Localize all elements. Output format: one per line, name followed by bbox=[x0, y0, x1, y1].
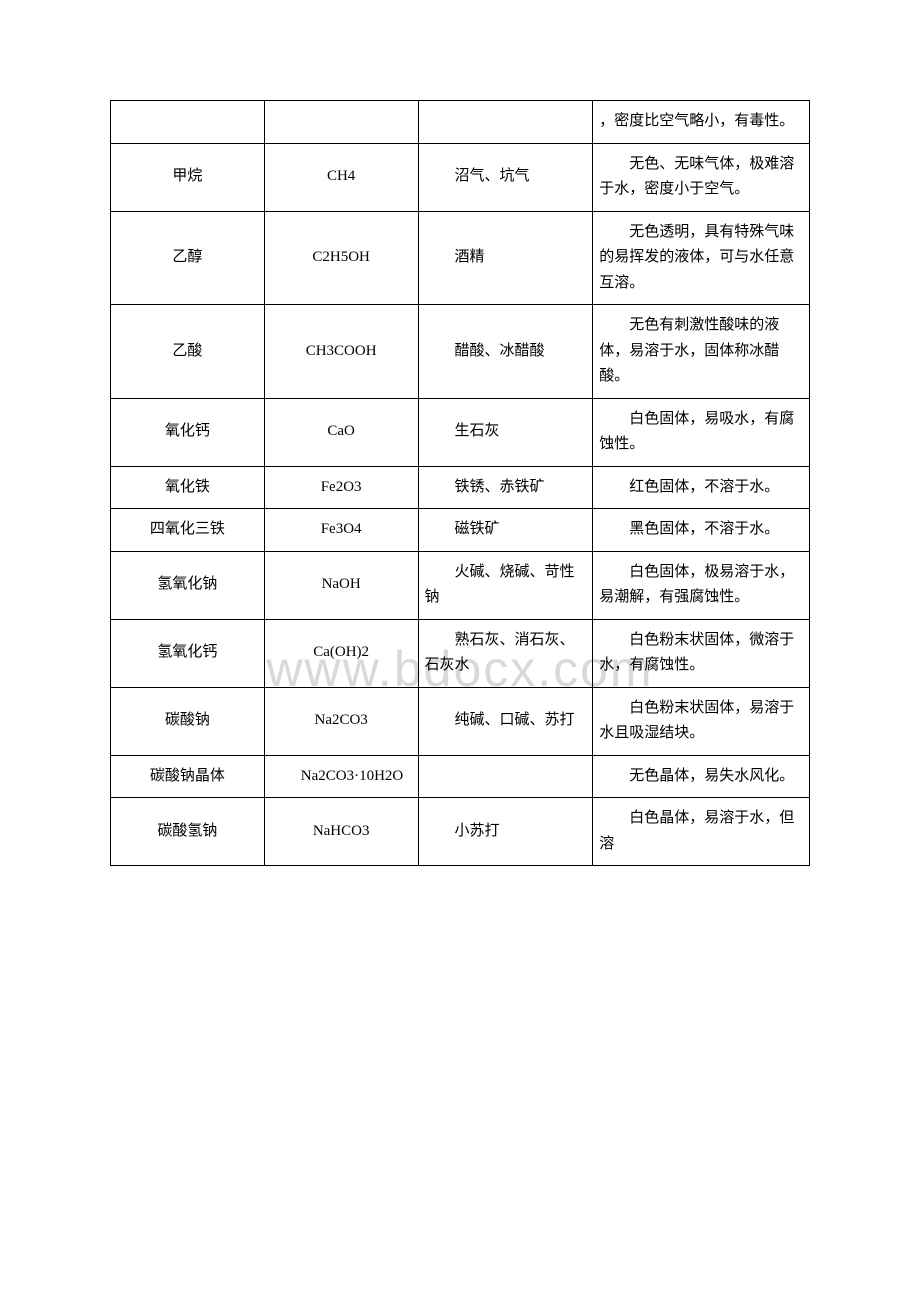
cell-name: 碳酸钠晶体 bbox=[111, 755, 265, 798]
cell-alias bbox=[418, 101, 593, 144]
chemical-table: ，密度比空气略小，有毒性。 甲烷 CH4 沼气、坑气 无色、无味气体，极难溶于水… bbox=[110, 100, 810, 866]
cell-alias: 醋酸、冰醋酸 bbox=[418, 305, 593, 399]
cell-property: 白色粉末状固体，微溶于水，有腐蚀性。 bbox=[593, 619, 810, 687]
cell-name: 碳酸钠 bbox=[111, 687, 265, 755]
cell-name: 乙酸 bbox=[111, 305, 265, 399]
cell-alias: 铁锈、赤铁矿 bbox=[418, 466, 593, 509]
table-row: 氢氧化钠 NaOH 火碱、烧碱、苛性钠 白色固体，极易溶于水，易潮解，有强腐蚀性… bbox=[111, 551, 810, 619]
cell-alias: 熟石灰、消石灰、石灰水 bbox=[418, 619, 593, 687]
table-row: 甲烷 CH4 沼气、坑气 无色、无味气体，极难溶于水，密度小于空气。 bbox=[111, 143, 810, 211]
table-row: ，密度比空气略小，有毒性。 bbox=[111, 101, 810, 144]
cell-property: 无色透明，具有特殊气味的易挥发的液体，可与水任意互溶。 bbox=[593, 211, 810, 305]
cell-formula: Na2CO3 bbox=[264, 687, 418, 755]
table-row: 氢氧化钙 Ca(OH)2 熟石灰、消石灰、石灰水 白色粉末状固体，微溶于水，有腐… bbox=[111, 619, 810, 687]
table-row: 碳酸钠晶体 Na2CO3·10H2O 无色晶体，易失水风化。 bbox=[111, 755, 810, 798]
cell-name: 乙醇 bbox=[111, 211, 265, 305]
table-row: 氧化铁 Fe2O3 铁锈、赤铁矿 红色固体，不溶于水。 bbox=[111, 466, 810, 509]
cell-property: 白色粉末状固体，易溶于水且吸湿结块。 bbox=[593, 687, 810, 755]
cell-alias: 沼气、坑气 bbox=[418, 143, 593, 211]
cell-name bbox=[111, 101, 265, 144]
table-row: 四氧化三铁 Fe3O4 磁铁矿 黑色固体，不溶于水。 bbox=[111, 509, 810, 552]
cell-property: 白色晶体，易溶于水，但溶 bbox=[593, 798, 810, 866]
cell-property: 白色固体，极易溶于水，易潮解，有强腐蚀性。 bbox=[593, 551, 810, 619]
cell-formula: Ca(OH)2 bbox=[264, 619, 418, 687]
cell-property: 无色晶体，易失水风化。 bbox=[593, 755, 810, 798]
cell-name: 氢氧化钠 bbox=[111, 551, 265, 619]
cell-formula: NaOH bbox=[264, 551, 418, 619]
cell-formula: NaHCO3 bbox=[264, 798, 418, 866]
table-row: 乙醇 C2H5OH 酒精 无色透明，具有特殊气味的易挥发的液体，可与水任意互溶。 bbox=[111, 211, 810, 305]
cell-property: 白色固体，易吸水，有腐蚀性。 bbox=[593, 398, 810, 466]
table-row: 氧化钙 CaO 生石灰 白色固体，易吸水，有腐蚀性。 bbox=[111, 398, 810, 466]
cell-alias: 酒精 bbox=[418, 211, 593, 305]
cell-alias: 纯碱、口碱、苏打 bbox=[418, 687, 593, 755]
cell-formula: CH4 bbox=[264, 143, 418, 211]
cell-formula: CaO bbox=[264, 398, 418, 466]
cell-name: 碳酸氢钠 bbox=[111, 798, 265, 866]
cell-alias bbox=[418, 755, 593, 798]
cell-alias: 火碱、烧碱、苛性钠 bbox=[418, 551, 593, 619]
cell-name: 氧化钙 bbox=[111, 398, 265, 466]
cell-name: 甲烷 bbox=[111, 143, 265, 211]
cell-name: 氧化铁 bbox=[111, 466, 265, 509]
cell-property: 无色、无味气体，极难溶于水，密度小于空气。 bbox=[593, 143, 810, 211]
cell-formula bbox=[264, 101, 418, 144]
table-row: 碳酸钠 Na2CO3 纯碱、口碱、苏打 白色粉末状固体，易溶于水且吸湿结块。 bbox=[111, 687, 810, 755]
cell-property: 无色有刺激性酸味的液体，易溶于水，固体称冰醋酸。 bbox=[593, 305, 810, 399]
cell-property: 红色固体，不溶于水。 bbox=[593, 466, 810, 509]
cell-property: 黑色固体，不溶于水。 bbox=[593, 509, 810, 552]
cell-formula: C2H5OH bbox=[264, 211, 418, 305]
cell-alias: 小苏打 bbox=[418, 798, 593, 866]
cell-name: 四氧化三铁 bbox=[111, 509, 265, 552]
table-row: 乙酸 CH3COOH 醋酸、冰醋酸 无色有刺激性酸味的液体，易溶于水，固体称冰醋… bbox=[111, 305, 810, 399]
cell-formula: CH3COOH bbox=[264, 305, 418, 399]
cell-property: ，密度比空气略小，有毒性。 bbox=[593, 101, 810, 144]
cell-formula: Fe2O3 bbox=[264, 466, 418, 509]
cell-formula: Na2CO3·10H2O bbox=[264, 755, 418, 798]
table-body: ，密度比空气略小，有毒性。 甲烷 CH4 沼气、坑气 无色、无味气体，极难溶于水… bbox=[111, 101, 810, 866]
table-row: 碳酸氢钠 NaHCO3 小苏打 白色晶体，易溶于水，但溶 bbox=[111, 798, 810, 866]
cell-formula: Fe3O4 bbox=[264, 509, 418, 552]
cell-alias: 磁铁矿 bbox=[418, 509, 593, 552]
cell-name: 氢氧化钙 bbox=[111, 619, 265, 687]
cell-alias: 生石灰 bbox=[418, 398, 593, 466]
